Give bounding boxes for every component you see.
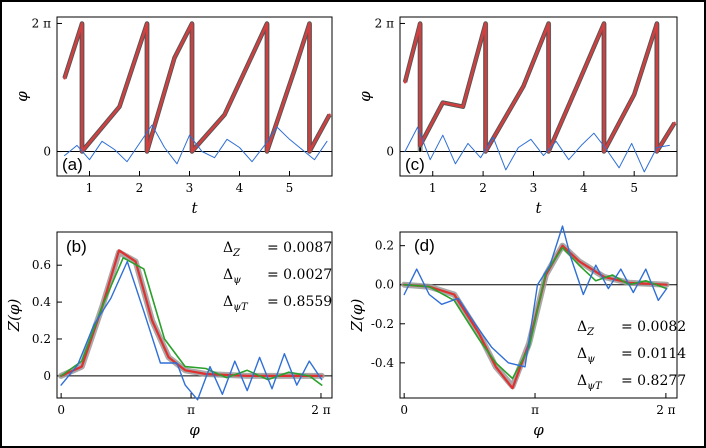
x-axis-label: φ	[189, 421, 200, 439]
y-tick-label: 0.0	[375, 278, 394, 292]
y-axis-label: φ	[13, 91, 31, 102]
stat-value: = 0.0087	[267, 240, 332, 256]
y-tick-label: 0.2	[375, 239, 394, 253]
plot-frame	[56, 231, 333, 399]
series-phase-line	[63, 22, 331, 153]
x-tick-label: 3	[530, 181, 538, 195]
panel-d: 0 π 2 π -0.4 -0.2 0.0 0.2 φ Z(φ) (d) ΔZ = 0.0082 Δψ =…	[348, 225, 686, 439]
panel-b: 0 π 2 π 0 0.2 0.4 0.6 φ Z(φ) (b) ΔZ = 0.0087 Δψ = 0.0…	[5, 231, 333, 439]
x-tick-label: 5	[630, 181, 638, 195]
y-tick-label: -0.4	[371, 356, 395, 370]
x-tick-label: 1	[429, 181, 437, 195]
stat-value: = 0.8559	[267, 294, 332, 310]
x-tick-label: 4	[580, 181, 588, 195]
series-raw-line	[60, 260, 323, 401]
x-tick-label: 1	[86, 181, 94, 195]
x-tick-label: 3	[186, 181, 194, 195]
stat-value: = 0.0027	[267, 267, 332, 283]
stat-value: = 0.0114	[621, 346, 686, 362]
x-tick-label: 2 π	[656, 403, 675, 417]
x-axis-label: t	[191, 199, 198, 217]
y-tick-label: 0.2	[32, 332, 51, 346]
plot-frame	[399, 16, 678, 177]
plot-frame	[56, 16, 333, 177]
panel-c: 1 2 3 4 5 0 2 π t φ (c)	[356, 16, 678, 217]
series-noise-line	[404, 126, 670, 173]
y-tick-label: 0	[386, 145, 394, 159]
x-tick-label: 5	[286, 181, 294, 195]
y-tick-label: 2 π	[375, 16, 394, 30]
stat-label: ΔZ	[223, 240, 241, 259]
x-tick-label: 2	[136, 181, 144, 195]
x-tick-label: 4	[236, 181, 244, 195]
stat-label: ΔψT	[223, 294, 249, 313]
x-tick-label: 0	[57, 403, 65, 417]
panel-a: 1 2 3 4 5 0 2 π t φ (a)	[13, 16, 333, 217]
x-axis-label: φ	[533, 421, 544, 439]
stat-label: Δψ	[223, 267, 241, 286]
y-axis-label: Z(φ)	[348, 299, 366, 333]
panel-label: (c)	[405, 155, 425, 174]
stat-value: = 0.8277	[621, 373, 686, 389]
y-tick-label: 2 π	[32, 16, 51, 30]
y-tick-label: 0.6	[32, 258, 51, 272]
panel-label: (d)	[414, 236, 435, 255]
y-axis-label: φ	[356, 91, 374, 102]
plot-frame	[399, 231, 678, 399]
stat-label: Δψ	[577, 346, 595, 365]
series-fit-line	[60, 256, 323, 386]
x-tick-label: 2 π	[311, 403, 330, 417]
y-tick-label: -0.2	[371, 317, 394, 331]
stat-value: = 0.0082	[621, 319, 686, 335]
series-noise-line	[64, 124, 328, 165]
y-axis-label: Z(φ)	[5, 299, 23, 333]
x-tick-label: π	[531, 403, 539, 417]
y-tick-label: 0	[43, 369, 51, 383]
y-tick-label: 0	[43, 145, 51, 159]
x-axis-label: t	[535, 199, 542, 217]
series-phase-line	[403, 22, 676, 153]
stat-label: ΔψT	[577, 373, 603, 392]
y-tick-label: 0.4	[32, 295, 51, 309]
panel-label: (a)	[62, 155, 83, 174]
panel-label: (b)	[66, 237, 87, 256]
x-tick-label: π	[187, 403, 195, 417]
plot-area: 1 2 3 4 502 πtφ(a)1 2 3 4 502 πtφ(c)0 π 2 π00.20.4…	[5, 16, 686, 439]
series-raw-line	[403, 225, 668, 368]
x-tick-label: 2	[479, 181, 487, 195]
stat-label: ΔZ	[577, 319, 595, 338]
x-tick-label: 0	[400, 403, 408, 417]
